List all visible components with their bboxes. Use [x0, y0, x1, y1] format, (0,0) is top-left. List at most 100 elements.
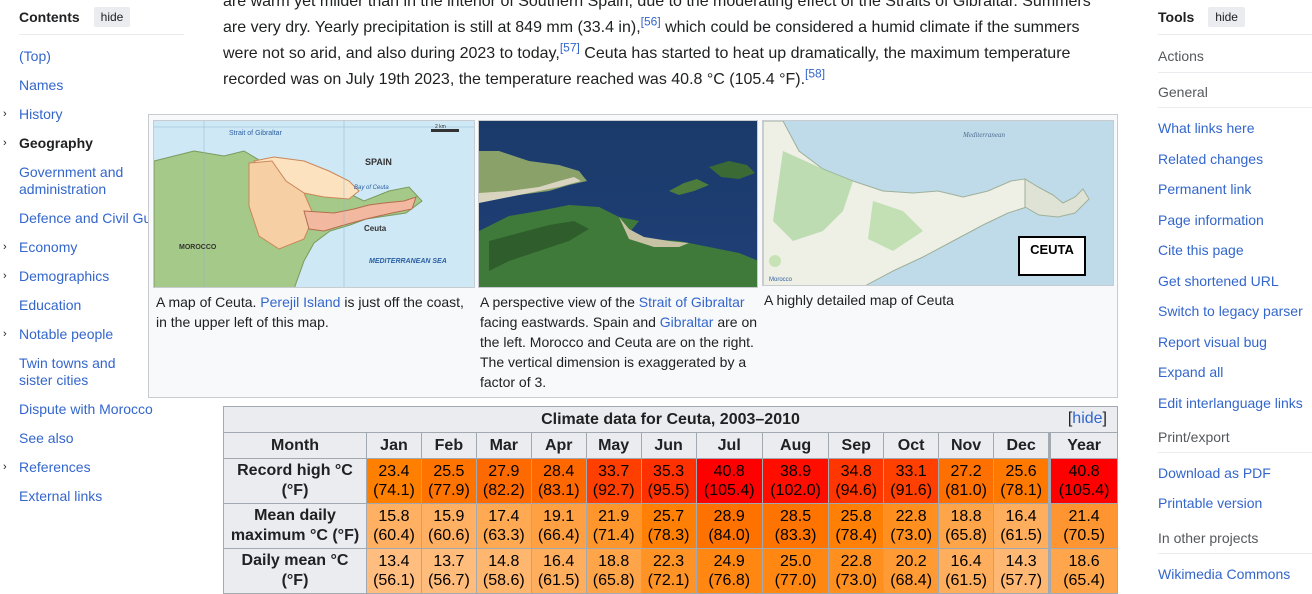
chevron-right-icon[interactable]: ›: [3, 270, 7, 282]
toc-item-names[interactable]: Names: [19, 77, 64, 93]
celsius-value: 13.7: [433, 553, 465, 570]
toc-item-geography[interactable]: Geography: [19, 135, 93, 151]
row-label-line: maximum °C (°F): [230, 527, 360, 544]
climate-hide-link[interactable]: hide: [1072, 410, 1103, 427]
chevron-right-icon[interactable]: ›: [3, 328, 7, 340]
toc-item-defence[interactable]: Defence and Civil Guard: [19, 210, 172, 226]
fahrenheit-value: (102.0): [770, 482, 821, 499]
caption-text: are on the left. Morocco and Ceuta are o…: [480, 314, 758, 390]
fahrenheit-value: (68.4): [890, 572, 933, 589]
tools-link[interactable]: Get shortened URL: [1158, 272, 1279, 289]
tools-link[interactable]: Download as PDF: [1158, 465, 1271, 481]
toc-item-see-also[interactable]: See also: [19, 430, 74, 446]
celsius-value: 18.8: [598, 553, 630, 570]
gibraltar-link[interactable]: Gibraltar: [659, 314, 714, 330]
chevron-right-icon[interactable]: ›: [3, 108, 7, 120]
month-header-cell: Sep: [828, 432, 885, 459]
month-header-cell: Dec: [993, 432, 1051, 459]
map-label-med: MEDITERRANEAN SEA: [369, 258, 447, 265]
toc-item-government[interactable]: Government and administration: [19, 164, 124, 197]
fahrenheit-value: (81.0): [945, 482, 987, 499]
climate-title-text: Climate data for Ceuta, 2003–2010: [541, 410, 800, 428]
row-label-line: Mean daily: [254, 507, 336, 524]
climate-value-cell: 25.0 (77.0): [761, 548, 830, 594]
month-header-cell: Nov: [938, 432, 995, 459]
map-label-morocco-small: Morocco: [769, 277, 793, 283]
tools-link[interactable]: Edit interlanguage links: [1158, 394, 1303, 411]
toc-item-demographics[interactable]: Demographics: [19, 268, 110, 284]
climate-value-cell: 16.4 (61.5): [938, 548, 995, 594]
detailed-map-svg: Mediterranean CEUTA Morocco: [763, 121, 1113, 285]
strait-perspective-image[interactable]: [478, 120, 758, 288]
tools-link[interactable]: Related changes: [1158, 150, 1264, 167]
toc-item-top[interactable]: (Top): [19, 48, 51, 64]
fahrenheit-value: (83.1): [537, 482, 580, 499]
celsius-value: 28.4: [543, 463, 575, 480]
climate-value-cell: 27.9 (82.2): [475, 458, 532, 504]
tools-link[interactable]: Switch to legacy parser: [1158, 303, 1303, 319]
celsius-value: 23.4: [378, 463, 410, 480]
month-header-cell: Oct: [883, 432, 940, 459]
fahrenheit-value: (73.0): [890, 527, 933, 544]
reference-56[interactable]: [56]: [640, 14, 661, 29]
chevron-right-icon[interactable]: ›: [3, 137, 7, 149]
celsius-value: 17.4: [488, 508, 520, 525]
tools-link[interactable]: Printable version: [1158, 495, 1263, 511]
map-label-spain: SPAIN: [365, 157, 392, 167]
chevron-right-icon[interactable]: ›: [3, 241, 7, 253]
chevron-right-icon[interactable]: ›: [3, 461, 7, 473]
celsius-value: 25.0: [780, 553, 812, 570]
fahrenheit-value: (83.3): [774, 527, 817, 544]
satellite-view-svg: [479, 121, 757, 287]
toc-item-external-links[interactable]: External links: [19, 488, 103, 504]
celsius-value: 15.8: [378, 508, 410, 525]
tools-link[interactable]: Wikimedia Commons: [1158, 566, 1291, 582]
climate-row: Daily mean °C (°F) 13.4 (56.1) 13.7 (56.7) 14.…: [223, 548, 1118, 594]
climate-row-label: Mean daily maximum °C (°F): [223, 503, 367, 549]
tools-other-projects-label: In other projects: [1158, 530, 1259, 546]
map1-caption: A map of Ceuta. Perejil Island is just o…: [156, 292, 476, 332]
strait-of-gibraltar-link[interactable]: Strait of Gibraltar: [638, 294, 745, 310]
tools-link[interactable]: Page information: [1158, 211, 1264, 228]
climate-hide-toggle[interactable]: [hide]: [1068, 410, 1107, 428]
tools-divider: [1158, 72, 1312, 73]
tools-link[interactable]: What links here: [1158, 120, 1255, 136]
detailed-ceuta-map-image[interactable]: Mediterranean CEUTA Morocco: [762, 120, 1114, 286]
toc-item-history[interactable]: History: [19, 106, 63, 122]
toc-item-education[interactable]: Education: [19, 297, 82, 313]
celsius-value: 16.4: [1005, 508, 1037, 525]
tools-link[interactable]: Permanent link: [1158, 181, 1252, 197]
tools-hide-button[interactable]: hide: [1208, 7, 1245, 27]
paragraph-text: are very dry. Yearly precipitation is st…: [223, 19, 641, 36]
tools-divider: [1158, 452, 1312, 453]
paragraph-text: Ceuta has started to heat up dramaticall…: [579, 45, 1071, 62]
celsius-value: 14.3: [1005, 553, 1037, 570]
toc-item-economy[interactable]: Economy: [19, 239, 78, 255]
toc-item-dispute[interactable]: Dispute with Morocco: [19, 401, 153, 417]
fahrenheit-value: (60.6): [427, 527, 470, 544]
toc-item-twin-towns[interactable]: Twin towns and sister cities: [19, 355, 116, 388]
month-header-cell: Mar: [475, 432, 532, 459]
fahrenheit-value: (66.4): [537, 527, 580, 544]
climate-value-cell: 33.7 (92.7): [585, 458, 642, 504]
climate-value-cell: 35.3 (95.5): [640, 458, 697, 504]
toc-item-notable-people[interactable]: Notable people: [19, 326, 114, 342]
tools-link[interactable]: Cite this page: [1158, 242, 1244, 258]
month-header: Month: [223, 432, 367, 459]
fahrenheit-value: (78.3): [647, 527, 690, 544]
celsius-value: 24.9: [713, 553, 745, 570]
tools-link[interactable]: Report visual bug: [1158, 333, 1267, 350]
tools-actions-label: Actions: [1158, 48, 1204, 64]
fahrenheit-value: (61.5): [1000, 527, 1043, 544]
reference-58[interactable]: [58]: [805, 66, 826, 81]
fahrenheit-value: (56.1): [373, 572, 415, 589]
ceuta-map-image[interactable]: Strait of Gibraltar 2 km SPAIN Bay of Ce…: [153, 120, 475, 288]
toc-item-references[interactable]: References: [19, 459, 91, 475]
celsius-value: 16.4: [543, 553, 575, 570]
perejil-island-link[interactable]: Perejil Island: [260, 294, 341, 310]
climate-value-cell: 18.6 (65.4): [1048, 548, 1118, 594]
climate-value-cell: 15.8 (60.4): [366, 503, 422, 549]
toc-hide-button[interactable]: hide: [93, 7, 131, 27]
tools-link[interactable]: Expand all: [1158, 364, 1224, 380]
reference-57[interactable]: [57]: [559, 40, 580, 55]
